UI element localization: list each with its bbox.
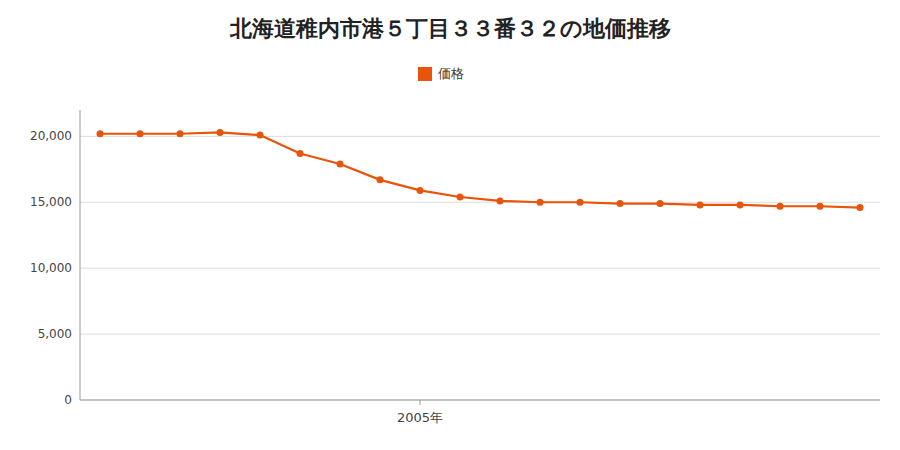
y-tick-label: 20,000: [30, 129, 72, 143]
data-point: [697, 201, 704, 208]
chart-container: 北海道稚内市港５丁目３３番３２の地価推移 0 5,000 10,000 15,000 20…: [0, 0, 900, 450]
y-grid: [80, 136, 880, 400]
series-line: [100, 132, 860, 207]
data-point: [577, 199, 584, 206]
data-point: [537, 199, 544, 206]
x-tick: [420, 400, 421, 405]
data-point: [737, 201, 744, 208]
y-tick-label: 15,000: [30, 195, 72, 209]
chart-title: 北海道稚内市港５丁目３３番３２の地価推移: [229, 16, 671, 41]
data-point: [817, 203, 824, 210]
data-point: [657, 200, 664, 207]
data-point: [257, 132, 264, 139]
grid-line: [80, 136, 880, 137]
data-point: [177, 130, 184, 137]
data-point: [137, 130, 144, 137]
y-axis-line: [80, 110, 81, 400]
data-point: [777, 203, 784, 210]
chart-svg: 北海道稚内市港５丁目３３番３２の地価推移 0 5,000 10,000 15,000 20…: [0, 0, 900, 450]
data-point: [217, 129, 224, 136]
legend-label: 価格: [438, 66, 464, 81]
x-axis-line: [80, 400, 880, 401]
data-point: [457, 194, 464, 201]
grid-line: [80, 268, 880, 269]
data-point: [497, 197, 504, 204]
data-point: [617, 200, 624, 207]
grid-line: [80, 400, 880, 401]
grid-line: [80, 202, 880, 203]
y-tick-label: 0: [64, 393, 72, 407]
data-point: [417, 187, 424, 194]
plot-area: [97, 129, 864, 211]
y-tick-label: 10,000: [30, 261, 72, 275]
data-point: [377, 176, 384, 183]
legend: 価格: [418, 66, 464, 82]
data-point: [297, 150, 304, 157]
data-point: [97, 130, 104, 137]
grid-line: [80, 334, 880, 335]
data-point: [337, 161, 344, 168]
x-tick-label: 2005年: [397, 410, 443, 425]
y-tick-label: 5,000: [38, 327, 72, 341]
data-point: [857, 204, 864, 211]
legend-swatch: [418, 67, 432, 81]
